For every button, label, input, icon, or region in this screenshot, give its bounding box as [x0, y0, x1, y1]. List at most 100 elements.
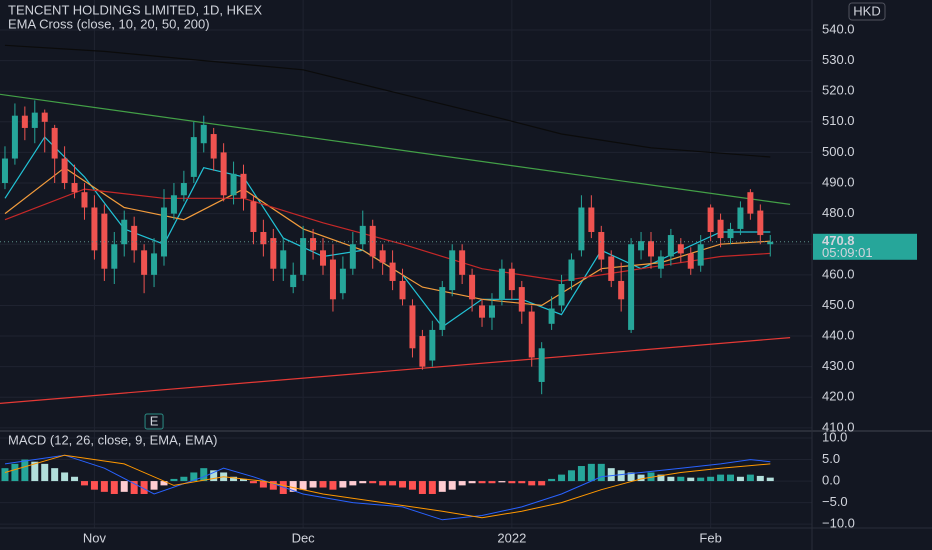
- macd-histogram-bar: [627, 472, 635, 482]
- macd-histogram-bar: [160, 481, 168, 486]
- macd-histogram-bar: [21, 459, 29, 482]
- candle-body: [151, 253, 158, 275]
- candle-body: [369, 225, 376, 257]
- macd-histogram-bar: [727, 474, 735, 482]
- macd-histogram-bar: [190, 472, 198, 482]
- candle-body: [320, 250, 327, 266]
- candle-body: [687, 253, 694, 269]
- candle-body: [747, 192, 754, 214]
- indicator-line: [4, 454, 771, 519]
- macd-histogram-bar: [488, 481, 496, 484]
- candle-body: [667, 235, 674, 257]
- candle-body: [250, 201, 257, 232]
- macd-histogram-bar: [617, 470, 625, 482]
- macd-histogram-bar: [418, 481, 426, 494]
- y-tick-label: 430.0: [822, 358, 855, 373]
- macd-histogram-bar: [697, 477, 705, 482]
- candle-body: [240, 173, 247, 199]
- macd-title: MACD (12, 26, close, 9, EMA, EMA): [8, 432, 218, 447]
- macd-histogram-bar: [249, 481, 257, 484]
- candle-body: [379, 250, 386, 263]
- macd-histogram-bar: [389, 481, 397, 486]
- macd-histogram-bar: [51, 468, 59, 482]
- candle-body: [290, 274, 297, 288]
- macd-histogram-bar: [736, 476, 744, 482]
- macd-histogram-bar: [399, 481, 407, 488]
- candle-body: [131, 225, 138, 251]
- candle-body: [160, 207, 167, 257]
- candle-body: [260, 231, 267, 245]
- candle-body: [568, 259, 575, 281]
- candle-body: [121, 219, 128, 245]
- y-tick-label: 420.0: [822, 389, 855, 404]
- macd-histogram-bar: [687, 477, 695, 482]
- macd-histogram-bar: [766, 477, 774, 482]
- earnings-label: E: [150, 413, 159, 428]
- macd-histogram-bar: [130, 481, 138, 494]
- candle-body: [310, 238, 317, 251]
- macd-histogram-bar: [329, 481, 337, 490]
- candle-body: [41, 112, 48, 122]
- macd-histogram-bar: [309, 481, 317, 488]
- macd-histogram-bar: [299, 481, 307, 490]
- candle-body: [558, 284, 565, 306]
- macd-histogram-bar: [558, 474, 566, 482]
- y-tick-label: 0.0: [822, 473, 840, 488]
- macd-histogram-bar: [369, 481, 377, 484]
- macd-histogram-bar: [577, 466, 585, 482]
- y-tick-label: 450.0: [822, 297, 855, 312]
- macd-histogram-bar: [41, 463, 49, 482]
- x-tick-label: Dec: [292, 530, 316, 545]
- macd-histogram-bar: [120, 481, 128, 492]
- candle-body: [548, 308, 555, 324]
- candle-body: [697, 244, 704, 266]
- macd-histogram-bar: [448, 481, 456, 490]
- indicator-line: [4, 454, 771, 521]
- y-tick-label: 10.0: [822, 429, 847, 444]
- candle-body: [727, 228, 734, 239]
- candle-body: [399, 280, 406, 300]
- candle-body: [628, 244, 635, 330]
- macd-histogram-bar: [587, 463, 595, 482]
- candle-body: [280, 250, 287, 269]
- last-price-tag: [813, 233, 917, 260]
- macd-histogram-bar: [438, 481, 446, 492]
- candle-body: [638, 241, 645, 251]
- candle-body: [449, 250, 456, 291]
- indicator-line: [4, 188, 771, 282]
- macd-histogram-bar: [259, 481, 267, 488]
- macd-histogram-bar: [359, 481, 367, 484]
- macd-histogram-bar: [349, 481, 357, 486]
- currency: HKD: [853, 3, 880, 18]
- macd-histogram-bar: [538, 481, 546, 486]
- candle-body: [647, 241, 654, 257]
- candle-body: [488, 305, 495, 318]
- macd-histogram-bar: [180, 476, 188, 482]
- macd-histogram-bar: [756, 475, 764, 482]
- candle-body: [200, 124, 207, 144]
- candle-body: [91, 207, 98, 251]
- macd-histogram-bar: [289, 481, 297, 492]
- macd-histogram-bar: [468, 481, 476, 484]
- macd-histogram-bar: [80, 481, 88, 486]
- y-tick-label: 410.0: [822, 419, 855, 434]
- macd-histogram-bar: [11, 463, 19, 482]
- candle-body: [21, 115, 28, 128]
- candle-body: [389, 262, 396, 281]
- currency-box[interactable]: [848, 2, 886, 21]
- macd-histogram-bar: [90, 481, 98, 490]
- candle-body: [677, 244, 684, 254]
- candle-body: [339, 268, 346, 294]
- macd-histogram-bar: [170, 478, 178, 482]
- indicator-title: EMA Cross (close, 10, 20, 50, 200): [8, 16, 210, 31]
- candle-body: [419, 336, 426, 367]
- indicator-line: [4, 44, 771, 158]
- macd-histogram-bar: [31, 461, 39, 482]
- candle-body: [329, 259, 336, 300]
- candle-body: [300, 238, 307, 275]
- macd-histogram-bar: [567, 470, 575, 482]
- candle-body: [210, 134, 217, 159]
- y-tick-label: 460.0: [822, 266, 855, 281]
- chart-title: TENCENT HOLDINGS LIMITED, 1D, HKEX: [8, 2, 262, 17]
